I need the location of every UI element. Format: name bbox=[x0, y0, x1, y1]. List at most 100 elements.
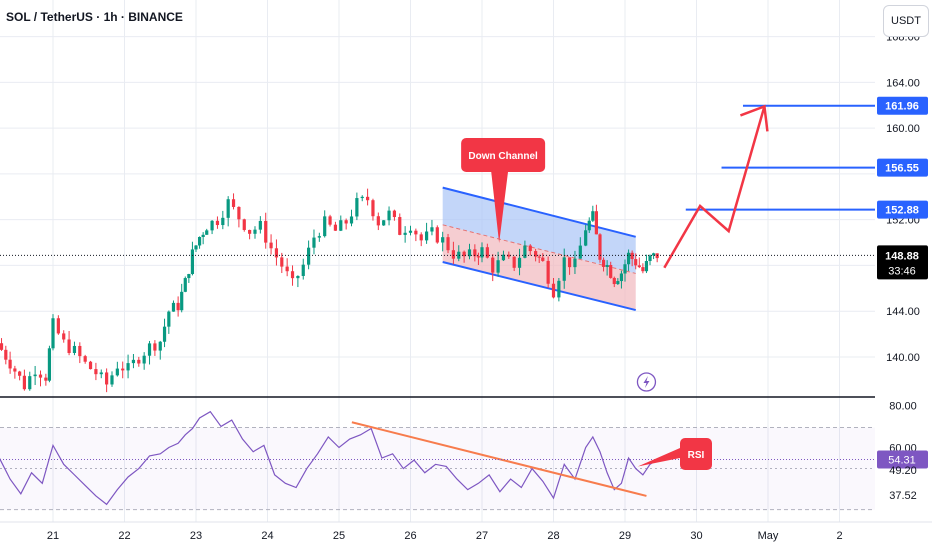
down-channel-label: Down Channel bbox=[468, 151, 538, 162]
candle-body bbox=[62, 333, 66, 340]
candle-body bbox=[594, 211, 598, 235]
candle-body bbox=[376, 216, 380, 226]
currency-button[interactable]: USDT bbox=[883, 5, 929, 37]
candle-body bbox=[51, 318, 55, 349]
candle-body bbox=[584, 230, 588, 246]
candle-body bbox=[398, 217, 402, 235]
level-price-tag-text: 161.96 bbox=[885, 101, 919, 113]
rsi-value-tag-text: 54.31 bbox=[888, 454, 916, 466]
candle-body bbox=[171, 302, 176, 312]
candle-body bbox=[630, 252, 634, 260]
candle-body bbox=[441, 237, 445, 243]
price-axis-label: 164.00 bbox=[886, 77, 920, 89]
candle-body bbox=[215, 220, 220, 226]
candle-body bbox=[197, 236, 202, 246]
candle-body bbox=[4, 349, 8, 360]
candle-body bbox=[269, 242, 273, 249]
candle-body bbox=[430, 227, 434, 232]
rsi-callout-pointer bbox=[637, 448, 680, 467]
candle-body bbox=[167, 311, 171, 327]
candle-body bbox=[226, 199, 230, 218]
candle-body bbox=[264, 220, 268, 243]
candle-body bbox=[22, 375, 26, 390]
candle-body bbox=[94, 369, 98, 375]
candle-body bbox=[480, 247, 484, 258]
candle-body bbox=[67, 339, 71, 354]
rsi-band-fill bbox=[0, 427, 875, 510]
candle-body bbox=[541, 257, 545, 261]
candle-body bbox=[523, 245, 527, 258]
candle-body bbox=[121, 368, 125, 371]
candle-body bbox=[623, 264, 627, 274]
level-price-tag-text: 156.55 bbox=[885, 163, 919, 175]
time-axis-label: 21 bbox=[47, 530, 59, 542]
candle-body bbox=[312, 237, 316, 248]
candle-body bbox=[467, 249, 472, 257]
candle-body bbox=[176, 302, 180, 311]
candle-body bbox=[591, 211, 595, 221]
candle-body bbox=[562, 257, 566, 281]
candle-body bbox=[83, 356, 87, 362]
price-axis-label: 144.00 bbox=[886, 306, 920, 318]
candle-body bbox=[366, 196, 370, 201]
rsi-value-tag bbox=[877, 450, 928, 469]
time-axis-label: 25 bbox=[333, 530, 345, 542]
candle-body bbox=[183, 278, 187, 292]
candle-body bbox=[496, 260, 500, 273]
candle-body bbox=[619, 273, 624, 282]
price-axis-label: 140.00 bbox=[886, 352, 920, 364]
candle-body bbox=[360, 196, 364, 199]
candle-body bbox=[512, 256, 516, 268]
symbol-title: SOL / TetherUS · 1h · BINANCE bbox=[6, 10, 183, 24]
time-axis-label: 24 bbox=[261, 530, 273, 542]
candle-body bbox=[605, 264, 609, 267]
price-axis-label: 160.00 bbox=[886, 123, 920, 135]
candle-body bbox=[476, 256, 481, 258]
time-axis-background bbox=[0, 522, 932, 550]
candle-body bbox=[105, 372, 109, 385]
rsi-axis-label: 49.20 bbox=[889, 465, 917, 477]
candle-body bbox=[609, 264, 613, 278]
candle-body bbox=[567, 257, 572, 268]
candle-body bbox=[296, 275, 300, 279]
candle-body bbox=[551, 283, 556, 298]
candle-body bbox=[473, 249, 477, 257]
candle-body bbox=[301, 264, 305, 276]
candle-body bbox=[419, 234, 423, 241]
candle-body bbox=[78, 345, 82, 357]
candle-body bbox=[205, 230, 209, 235]
candle-body bbox=[612, 277, 616, 285]
candle-body bbox=[44, 377, 48, 381]
candle-body bbox=[598, 234, 602, 260]
candle-body bbox=[355, 198, 359, 217]
candle-body bbox=[56, 318, 60, 334]
candle-body bbox=[616, 281, 620, 285]
candle-body bbox=[180, 291, 184, 311]
rsi-callout bbox=[680, 438, 712, 470]
candle-body bbox=[285, 266, 289, 272]
candle-body bbox=[601, 259, 606, 267]
countdown-timer: 33:46 bbox=[888, 265, 916, 277]
candle-body bbox=[648, 255, 652, 262]
time-axis-label: 30 bbox=[690, 530, 702, 542]
candle-body bbox=[290, 271, 295, 279]
candle-body bbox=[99, 372, 103, 375]
channel-upper-fill bbox=[442, 187, 636, 274]
candle-body bbox=[371, 200, 375, 217]
candle-body bbox=[126, 363, 130, 371]
candle-body bbox=[33, 374, 37, 377]
candle-body bbox=[637, 265, 641, 268]
candle-body bbox=[446, 237, 450, 251]
candle-body bbox=[457, 251, 461, 259]
time-axis-label: 28 bbox=[547, 530, 559, 542]
rsi-axis-label: 37.52 bbox=[889, 490, 917, 502]
candle-body bbox=[0, 343, 4, 350]
candle-body bbox=[258, 220, 262, 230]
candle-body bbox=[414, 230, 418, 235]
time-axis-label: 26 bbox=[404, 530, 416, 542]
candle-body bbox=[537, 256, 541, 258]
channel-midline bbox=[442, 224, 636, 274]
